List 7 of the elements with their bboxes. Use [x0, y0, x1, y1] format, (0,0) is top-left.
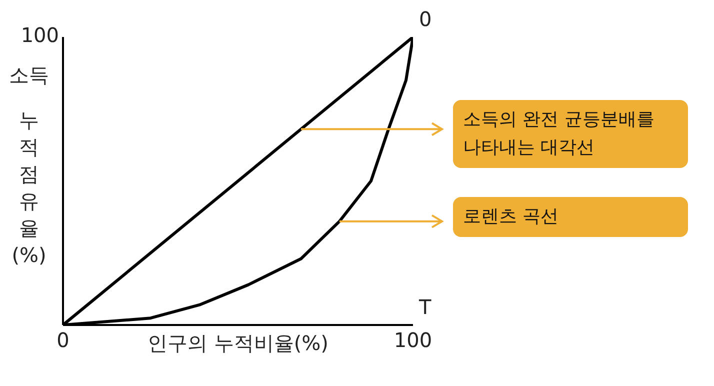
- x-axis-title: 인구의 누적비율(%): [148, 331, 328, 355]
- text: 100: [20, 23, 59, 47]
- annotation: 소득의 완전 균등분배를 나타내는 대각선: [453, 100, 688, 168]
- y-axis-title: 소득 누적점유율(%): [8, 62, 50, 269]
- annotation: 0: [419, 7, 432, 31]
- text: T: [419, 295, 432, 319]
- annotation: 로렌츠 곡선: [453, 197, 688, 237]
